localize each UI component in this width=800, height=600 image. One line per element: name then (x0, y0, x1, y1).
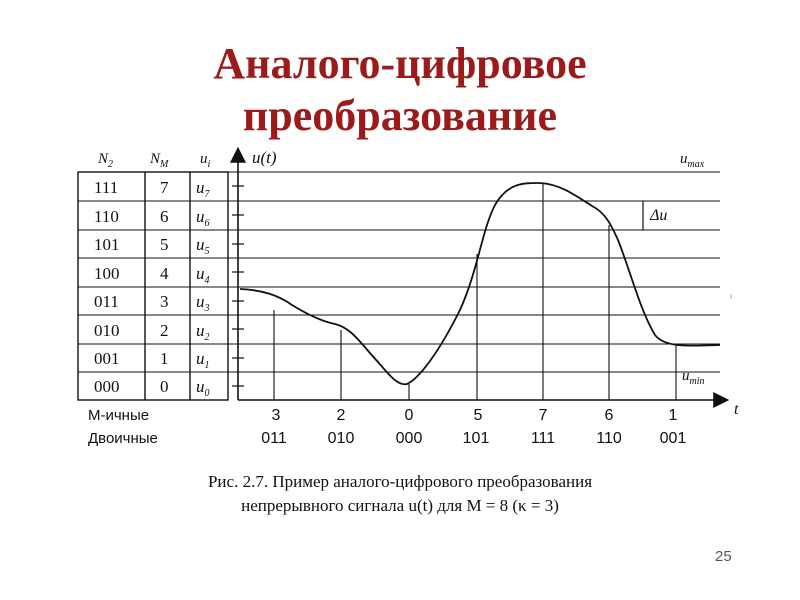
sample-mary: 6 (605, 407, 614, 424)
caption-line-2: непрерывного сигнала u(t) для M = 8 (κ =… (241, 496, 559, 515)
row-level: u4 (196, 264, 210, 286)
umin-label: umin (682, 368, 705, 387)
binary-row-label: Двоичные (88, 430, 158, 447)
row-binary: 010 (94, 321, 120, 340)
figure-caption: Рис. 2.7. Пример аналого-цифрового преоб… (0, 470, 800, 518)
row-mary: 0 (160, 377, 169, 396)
row-mary: 7 (160, 178, 169, 197)
slide-title: Аналого-цифровое преобразование (0, 38, 800, 142)
row-binary: 101 (94, 235, 120, 254)
row-binary: 110 (94, 207, 119, 226)
x-axis-label: t (734, 401, 739, 418)
sample-mary: 0 (405, 407, 414, 424)
level-lines (78, 171, 720, 373)
sample-binary: 110 (596, 430, 622, 447)
row-level: u2 (196, 321, 210, 343)
row-mary: 2 (160, 321, 169, 340)
sample-binary: 101 (463, 430, 490, 447)
table-rows: 111 7 u7 110 6 u6 101 5 u5 100 4 u4 011 … (94, 178, 211, 399)
row-level: u5 (196, 235, 210, 257)
row-level: u1 (196, 349, 210, 371)
header-mary: NM (149, 151, 169, 170)
sample-binary: 000 (396, 430, 423, 447)
page-number: 25 (715, 548, 732, 565)
sample-binary: 010 (328, 430, 355, 447)
delta-u-label: Δu (649, 207, 667, 224)
row-binary: 001 (94, 349, 120, 368)
title-line-1: Аналого-цифровое (213, 39, 587, 88)
umax-label: umax (680, 151, 705, 170)
sample-mary: 3 (272, 407, 281, 424)
sample-mary: 2 (337, 407, 346, 424)
sample-binary: 111 (531, 430, 555, 447)
row-binary: 100 (94, 264, 120, 283)
row-binary: 011 (94, 292, 119, 311)
row-mary: 5 (160, 235, 169, 254)
sample-codes: 3 011 2 010 0 000 5 101 7 111 6 110 1 00… (261, 407, 686, 447)
sample-lines (273, 183, 677, 400)
sample-mary: 1 (669, 407, 678, 424)
title-line-2: преобразование (242, 91, 558, 140)
sample-binary: 001 (660, 430, 687, 447)
row-level: u3 (196, 292, 210, 314)
y-axis-ticks (232, 185, 244, 387)
row-mary: 4 (160, 264, 169, 283)
row-mary: 6 (160, 207, 169, 226)
sample-mary: 5 (474, 407, 483, 424)
sample-mary: 7 (539, 407, 548, 424)
row-mary: 1 (160, 349, 169, 368)
row-level: u0 (196, 377, 210, 399)
caption-line-1: Рис. 2.7. Пример аналого-цифрового преоб… (207, 472, 593, 491)
signal-curve (239, 182, 721, 386)
stray-mark: ı (730, 292, 732, 301)
row-level: u7 (196, 178, 211, 200)
mary-row-label: M-ичные (88, 407, 149, 424)
header-level: ui (200, 151, 211, 170)
y-axis-label: u(t) (252, 148, 277, 167)
sample-binary: 011 (261, 430, 287, 447)
row-mary: 3 (160, 292, 169, 311)
header-binary: N2 (97, 151, 113, 170)
row-level: u6 (196, 207, 210, 229)
row-binary: 000 (94, 377, 120, 396)
row-binary: 111 (94, 178, 118, 197)
